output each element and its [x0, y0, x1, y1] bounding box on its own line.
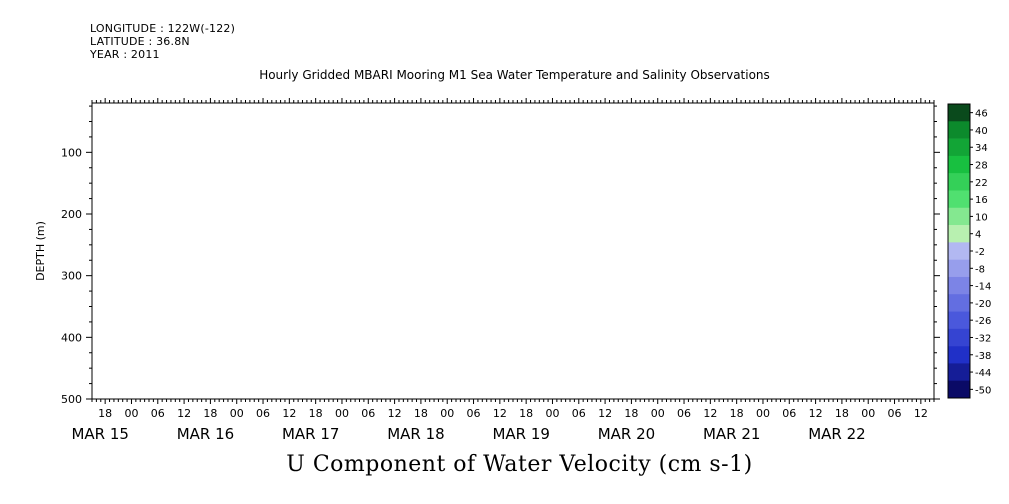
year-label: YEAR : 2011 — [90, 48, 160, 61]
chart-title: Hourly Gridded MBARI Mooring M1 Sea Wate… — [259, 68, 770, 82]
longitude-label: LONGITUDE : 122W(-122) — [90, 22, 236, 35]
latitude-label: LATITUDE : 36.8N — [90, 35, 190, 48]
